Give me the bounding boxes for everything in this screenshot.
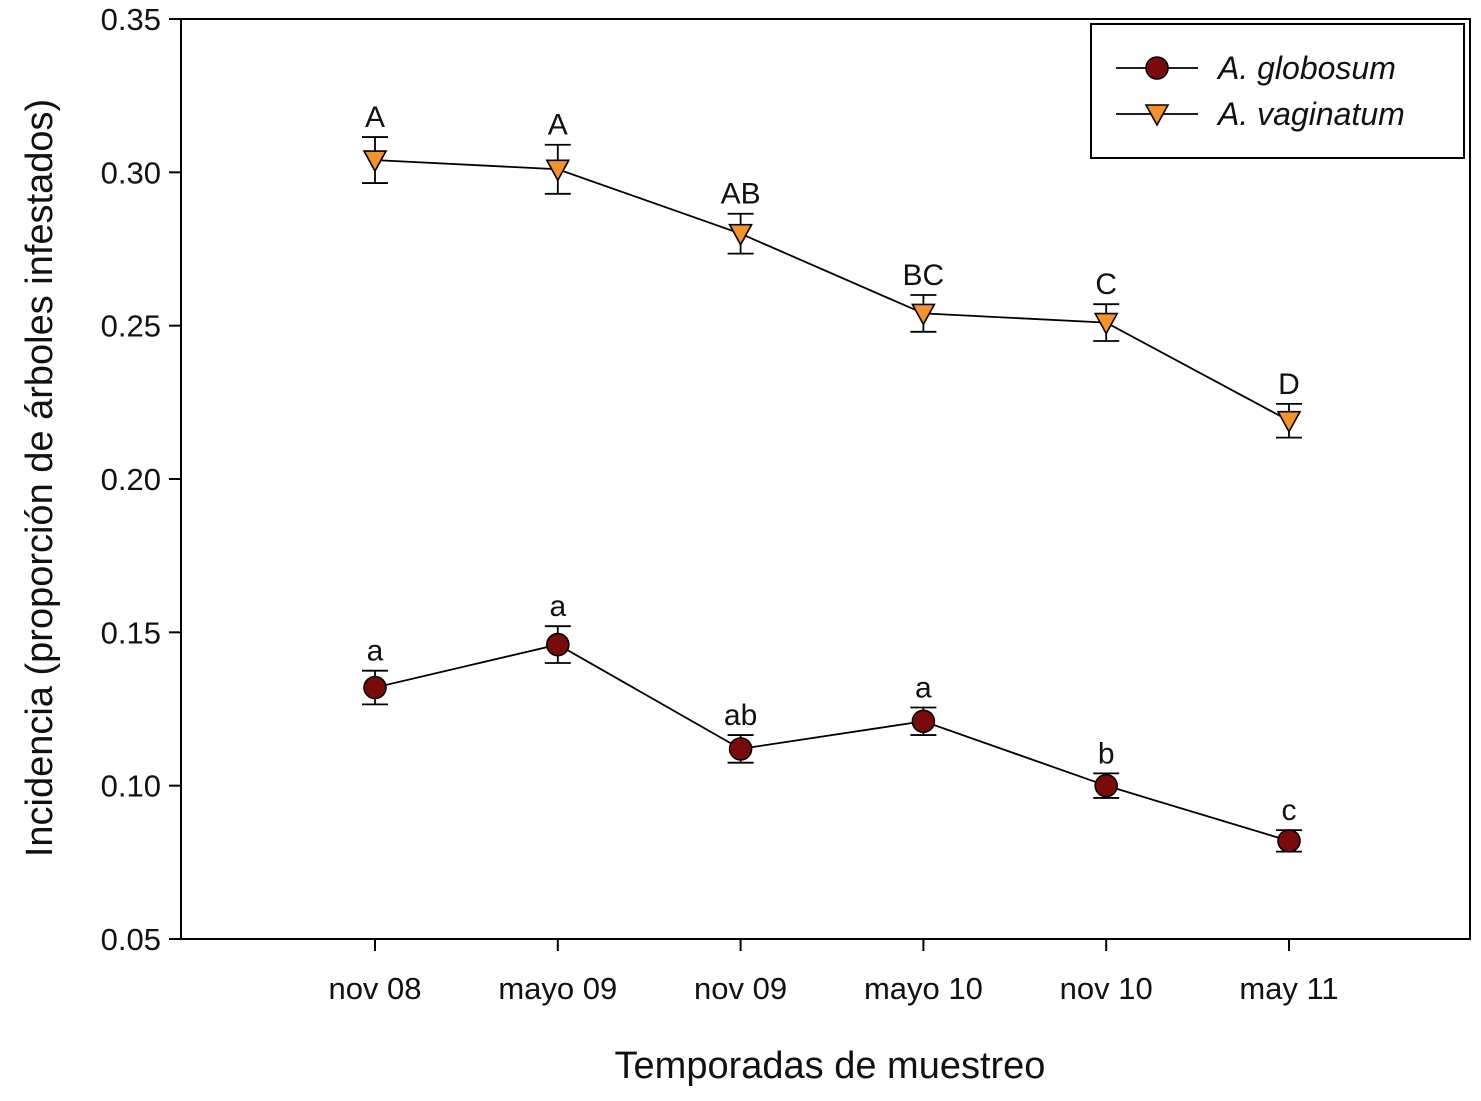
plot-area: 0.05 0.10 0.15 0.20 0.25 0.30 0.35 nov 08 mayo 0…: [101, 2, 1471, 1006]
data-point-vaginatum: [1093, 312, 1119, 336]
significance-label: C: [1095, 268, 1117, 301]
data-point-vaginatum: [1276, 410, 1302, 434]
legend-label-vaginatum: A. vaginatum: [1216, 96, 1405, 132]
data-point-vaginatum: [911, 303, 936, 327]
data-point-vaginatum: [545, 159, 571, 182]
x-tick-label: mayo 10: [864, 971, 983, 1006]
data-point-globosum: [363, 675, 387, 700]
significance-label: b: [1098, 737, 1115, 770]
series-line-vaginatum: [374, 159, 1290, 422]
significance-label: ab: [724, 699, 757, 732]
data-point-globosum: [545, 632, 570, 657]
data-point-globosum: [728, 737, 753, 761]
x-tick-label: nov 09: [694, 971, 787, 1006]
data-point-vaginatum: [362, 150, 388, 173]
series-line-globosum: [374, 643, 1290, 842]
significance-label: BC: [903, 259, 945, 292]
significance-label: A: [548, 109, 568, 142]
y-tick-label: 0.30: [101, 155, 161, 190]
data-point-globosum: [1094, 773, 1118, 798]
y-tick-label: 0.35: [101, 2, 161, 37]
legend-marker-globosum: [1145, 56, 1169, 80]
significance-label: D: [1278, 368, 1300, 401]
legend-marker-vaginatum: [1144, 104, 1170, 127]
y-tick-label: 0.25: [101, 309, 161, 344]
significance-label: AB: [721, 178, 761, 211]
y-tick-label: 0.15: [101, 615, 161, 650]
legend-label-globosum: A. globosum: [1216, 50, 1396, 86]
data-point-globosum: [1277, 829, 1301, 853]
data-point-globosum: [911, 709, 936, 734]
significance-label: c: [1282, 794, 1297, 827]
x-axis-title: Temporadas de muestreo: [615, 1045, 1046, 1087]
legend: A. globosum A. vaginatum: [1090, 23, 1465, 159]
significance-label: a: [367, 635, 384, 668]
legend-box: [1090, 23, 1465, 159]
x-tick-label: may 11: [1239, 971, 1338, 1006]
y-tick-label: 0.20: [101, 462, 161, 497]
data-point-vaginatum: [728, 223, 753, 247]
significance-label: a: [549, 590, 566, 623]
x-tick-label: nov 10: [1060, 971, 1153, 1006]
x-tick-label: nov 08: [328, 971, 421, 1006]
x-tick-label: mayo 09: [498, 971, 617, 1006]
y-tick-label: 0.10: [101, 769, 161, 804]
significance-label: a: [915, 671, 932, 704]
y-axis-title: Incidencia (proporción de árboles infest…: [19, 99, 61, 857]
y-tick-label: 0.05: [101, 922, 161, 957]
significance-label: A: [365, 101, 385, 134]
